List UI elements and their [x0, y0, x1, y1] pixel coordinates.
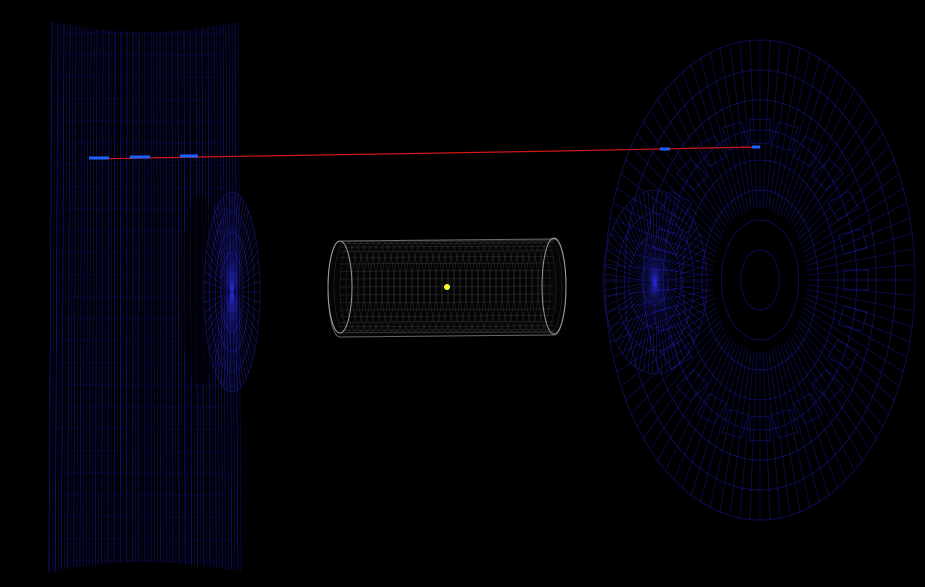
- wire-line: [55, 23, 58, 571]
- wire-line: [172, 31, 173, 563]
- endcap-bore: [180, 195, 220, 385]
- wire-line: [68, 25, 70, 569]
- spoke-line: [621, 312, 718, 386]
- spoke-line: [806, 233, 912, 266]
- spoke-line: [750, 352, 757, 520]
- spoke-line: [763, 352, 770, 520]
- wire-line: [64, 25, 67, 570]
- spoke-line: [769, 351, 790, 516]
- spoke-line: [769, 45, 790, 210]
- spoke-line: [783, 72, 837, 217]
- ring-line: [721, 220, 799, 340]
- spoke-line: [806, 289, 914, 311]
- spoke-line: [783, 342, 837, 487]
- wire-line: [89, 28, 91, 566]
- wire-line: [49, 22, 52, 572]
- wire-line: [114, 31, 115, 564]
- hit-marker: [89, 157, 109, 160]
- spoke-line: [781, 65, 829, 216]
- wire-line: [61, 24, 64, 570]
- wire-line: [86, 28, 88, 567]
- spoke-line: [766, 42, 780, 209]
- spoke-line: [793, 331, 870, 450]
- spoke-line: [793, 110, 870, 229]
- wire-line: [58, 24, 61, 571]
- spoke-line: [805, 218, 910, 261]
- wire-line: [77, 26, 79, 567]
- spoke-line: [740, 42, 754, 209]
- spoke-line: [730, 45, 751, 210]
- spoke-line: [683, 342, 737, 487]
- wire-line: [105, 30, 106, 564]
- wire-line: [169, 31, 170, 563]
- wire-line: [117, 31, 118, 563]
- spoke-line: [775, 53, 810, 212]
- wire-line: [99, 29, 100, 565]
- hit-marker: [660, 148, 670, 151]
- spoke-line: [802, 174, 899, 248]
- wire-line: [178, 30, 179, 563]
- spoke-line: [650, 331, 727, 450]
- track-hits: [89, 146, 760, 160]
- spoke-line: [691, 345, 739, 496]
- wire-line: [175, 31, 176, 564]
- wire-line: [71, 25, 73, 568]
- vertex-dot: [444, 284, 450, 290]
- spoke-line: [740, 351, 754, 518]
- wire-line: [95, 29, 97, 565]
- spoke-line: [766, 351, 780, 518]
- wire-line: [220, 25, 222, 569]
- spoke-line: [626, 316, 720, 400]
- wire-line: [83, 27, 85, 566]
- interaction-vertex: [444, 284, 450, 290]
- spoke-line: [650, 110, 727, 229]
- wire-line: [102, 30, 103, 565]
- left-endcap-wireframe: [49, 22, 241, 572]
- spoke-line: [800, 160, 894, 244]
- wire-line: [111, 30, 112, 563]
- spoke-line: [806, 294, 912, 327]
- hit-marker: [752, 146, 760, 149]
- spoke-line: [750, 41, 757, 209]
- wire-line: [120, 31, 121, 563]
- wire-line: [52, 23, 55, 572]
- ring-line: [741, 250, 780, 310]
- hit-marker: [180, 155, 198, 158]
- wire-line: [92, 29, 94, 566]
- spoke-line: [710, 53, 745, 212]
- right-inner-disk-wireframe: [603, 190, 707, 374]
- spoke-line: [763, 41, 770, 209]
- spoke-line: [621, 174, 718, 248]
- spoke-line: [802, 312, 899, 386]
- spoke-line: [730, 351, 751, 516]
- wire-line: [74, 26, 76, 568]
- wire-line: [108, 30, 109, 564]
- spoke-line: [805, 299, 910, 342]
- spoke-line: [683, 72, 737, 217]
- hit-marker: [130, 156, 150, 159]
- spoke-line: [806, 249, 914, 271]
- spoke-line: [775, 348, 810, 507]
- spoke-line: [691, 65, 739, 216]
- spoke-line: [800, 316, 894, 400]
- spoke-line: [710, 348, 745, 507]
- spoke-line: [781, 345, 829, 496]
- wire-line: [80, 27, 82, 567]
